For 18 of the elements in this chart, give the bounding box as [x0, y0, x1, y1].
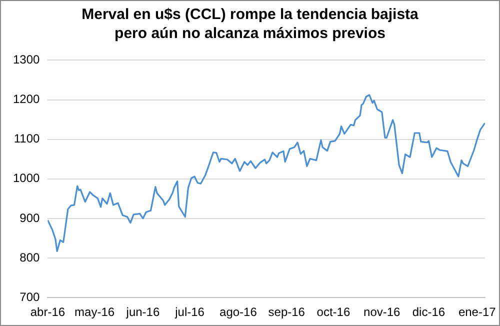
- chart-title: Merval en u$s (CCL) rompe la tendencia bajista pero aún no alcanza máximos previos: [80, 5, 420, 44]
- y-tick-label: 800: [20, 250, 40, 264]
- y-tick-label: 1000: [12, 171, 40, 186]
- y-tick-label: 700: [20, 290, 40, 304]
- y-tick-label: 900: [20, 210, 40, 225]
- x-tick-label: dic-16: [412, 305, 446, 320]
- x-tick-label: sep-16: [268, 305, 306, 320]
- x-tick-label: oct-16: [316, 305, 350, 320]
- x-tick-label: may-16: [74, 305, 115, 320]
- x-tick-label: ene-17: [458, 305, 496, 320]
- x-tick-label: ago-16: [220, 305, 258, 320]
- x-tick-label: jun-16: [125, 305, 160, 320]
- x-tick-label: nov-16: [364, 305, 401, 320]
- x-tick-label: jul-16: [174, 305, 205, 320]
- y-tick-label: 1200: [12, 92, 40, 106]
- y-tick-label: 1100: [14, 132, 40, 146]
- x-tick-label: abr-16: [30, 305, 66, 320]
- y-tick-label: 1300: [12, 52, 40, 67]
